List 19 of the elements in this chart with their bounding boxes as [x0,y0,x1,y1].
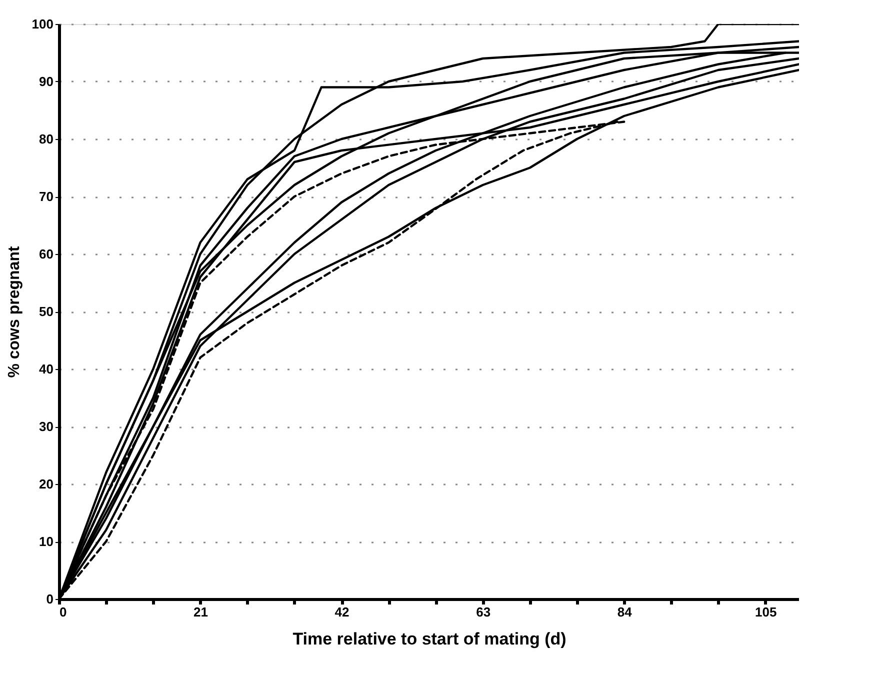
y-tick-label: 0 [46,592,54,606]
x-tick-label: 63 [476,604,491,620]
y-tick-label: 20 [39,476,54,492]
y-tick-label: 30 [39,419,54,434]
y-axis-title: % cows pregnant [6,246,23,378]
y-tick-label: 50 [39,304,54,319]
y-tick-label: 90 [39,74,54,89]
x-tick-label: 0 [60,604,67,620]
y-tick-label: 10 [39,534,54,549]
y-tick-label: 100 [32,16,54,32]
x-tick-label: 21 [194,604,208,620]
y-tick-label: 80 [39,132,54,146]
x-tick-label: 42 [334,604,350,620]
y-tick-label: 70 [39,189,54,204]
y-tick-label: 40 [39,362,54,376]
y-tick-label: 60 [39,246,54,262]
x-tick-label: 105 [755,604,777,620]
x-tick-label: 84 [617,604,633,620]
x-axis-title: Time relative to start of mating (d) [292,630,566,648]
